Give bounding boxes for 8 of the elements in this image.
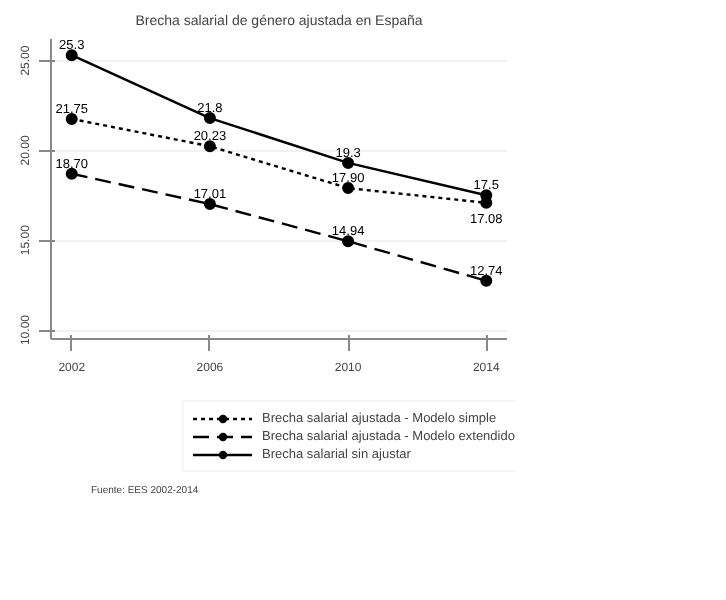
point (203, 198, 216, 211)
point (65, 49, 78, 62)
point (65, 112, 78, 125)
point (203, 112, 216, 125)
point (480, 274, 493, 287)
point (342, 182, 355, 195)
point (342, 235, 355, 248)
point (203, 140, 216, 153)
